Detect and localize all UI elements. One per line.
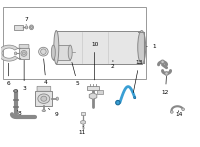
Ellipse shape [54, 31, 59, 64]
Ellipse shape [138, 31, 146, 64]
Ellipse shape [182, 108, 185, 111]
Text: 6: 6 [7, 63, 10, 86]
Ellipse shape [42, 110, 46, 112]
Text: 12: 12 [162, 76, 169, 95]
Bar [81, 112, 85, 115]
Text: 1: 1 [147, 44, 156, 49]
Bar [97, 90, 103, 94]
Ellipse shape [161, 60, 164, 64]
Polygon shape [0, 45, 18, 61]
FancyBboxPatch shape [37, 86, 51, 91]
Ellipse shape [41, 96, 47, 101]
Ellipse shape [170, 111, 173, 113]
Ellipse shape [39, 47, 48, 56]
Ellipse shape [14, 90, 18, 92]
Ellipse shape [51, 45, 55, 60]
Ellipse shape [165, 72, 168, 75]
Bar [14, 25, 23, 30]
Bar [13, 106, 18, 107]
Polygon shape [89, 93, 97, 99]
Bar [53, 45, 70, 60]
Ellipse shape [14, 52, 17, 55]
Ellipse shape [56, 97, 58, 100]
Polygon shape [81, 120, 86, 124]
Bar [19, 48, 29, 59]
Bar [13, 98, 18, 100]
Text: 10: 10 [91, 42, 98, 80]
Text: 11: 11 [78, 126, 85, 135]
Text: 8: 8 [17, 111, 21, 116]
Text: 13: 13 [133, 60, 143, 93]
Text: 4: 4 [44, 59, 48, 85]
Ellipse shape [38, 94, 50, 103]
Ellipse shape [68, 45, 72, 60]
Ellipse shape [30, 26, 32, 29]
Ellipse shape [21, 50, 27, 56]
Text: 3: 3 [22, 60, 26, 91]
Ellipse shape [134, 97, 136, 99]
Ellipse shape [116, 100, 120, 105]
Text: 7: 7 [24, 17, 28, 25]
Text: 14: 14 [176, 111, 183, 117]
Text: 2: 2 [111, 60, 115, 69]
Bar [35, 91, 52, 106]
Bar [56, 31, 142, 64]
Ellipse shape [25, 26, 28, 29]
Text: 5: 5 [72, 62, 79, 86]
Bar [87, 86, 99, 90]
Ellipse shape [41, 49, 46, 54]
Text: 9: 9 [48, 108, 59, 117]
FancyBboxPatch shape [19, 45, 29, 48]
Ellipse shape [22, 52, 25, 55]
Bar [3, 6, 146, 79]
Ellipse shape [29, 25, 33, 30]
